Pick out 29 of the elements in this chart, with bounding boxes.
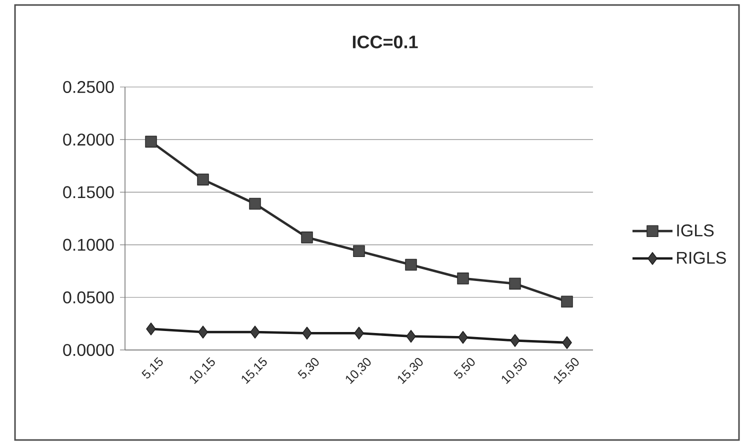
point [146, 322, 156, 336]
point [302, 326, 312, 340]
point [250, 326, 260, 339]
point [198, 326, 208, 339]
y-tick-label: 0.2500 [63, 80, 114, 94]
x-tick-label: 5,50 [454, 358, 475, 379]
point [197, 174, 209, 186]
legend-label: IGLS [677, 224, 714, 236]
chart-title: ICC=0.1 [352, 36, 418, 48]
point [561, 296, 573, 308]
point [509, 278, 521, 290]
point [249, 198, 261, 210]
y-tick-label: 0.1500 [63, 186, 114, 198]
y-tick-label: 0.0500 [63, 291, 114, 304]
y-tick-label: 0.1000 [63, 238, 114, 251]
x-tick-label: 5,30 [298, 358, 319, 379]
point [510, 334, 520, 347]
point [301, 232, 313, 244]
point [562, 336, 572, 350]
point [405, 258, 417, 271]
point [354, 326, 364, 340]
point [353, 245, 365, 257]
y-tick-label: 0.0000 [63, 344, 114, 356]
point [145, 136, 157, 148]
point [457, 272, 469, 284]
point [406, 330, 416, 343]
point [458, 330, 468, 344]
legend-label: RIGLS [677, 252, 726, 264]
y-tick-label: 0.2000 [63, 134, 114, 146]
